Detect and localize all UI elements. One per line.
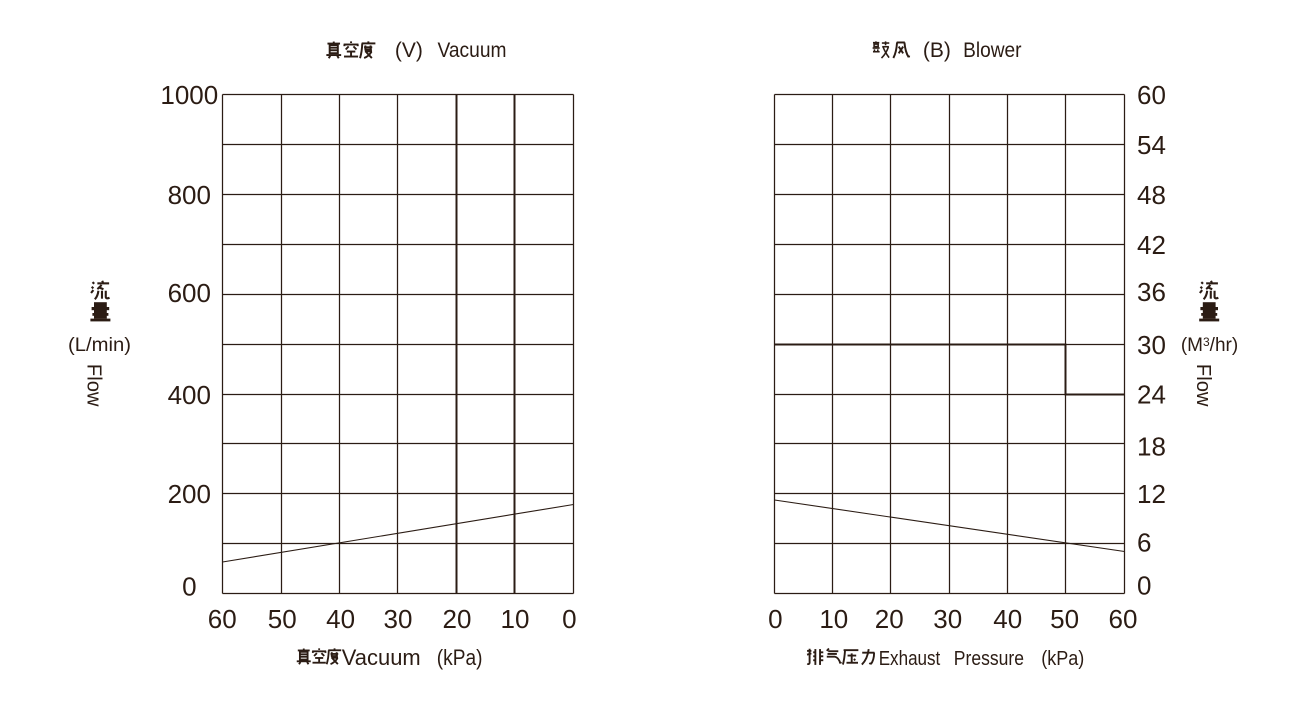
- svg-text:40: 40: [326, 604, 355, 634]
- svg-text:Flow: Flow: [1192, 364, 1214, 407]
- svg-text:60: 60: [1109, 604, 1138, 634]
- svg-text:20: 20: [443, 604, 472, 634]
- svg-text:1000: 1000: [160, 80, 218, 110]
- svg-text:30: 30: [384, 604, 413, 634]
- svg-text:36: 36: [1137, 277, 1166, 307]
- svg-text:400: 400: [168, 380, 211, 410]
- svg-text:Exhaust: Exhaust: [879, 648, 941, 670]
- svg-text:24: 24: [1137, 380, 1166, 410]
- svg-text:54: 54: [1137, 130, 1166, 160]
- svg-text:60: 60: [1137, 80, 1166, 110]
- svg-text:10: 10: [501, 604, 530, 634]
- svg-text:50: 50: [268, 604, 297, 634]
- svg-text:800: 800: [168, 180, 211, 210]
- svg-text:0: 0: [182, 572, 196, 602]
- svg-text:50: 50: [1050, 604, 1079, 634]
- svg-text:12: 12: [1137, 479, 1166, 509]
- svg-text:60: 60: [208, 604, 237, 634]
- svg-text:30: 30: [1137, 330, 1166, 360]
- svg-text:600: 600: [168, 278, 211, 308]
- svg-text:30: 30: [933, 604, 962, 634]
- svg-text:Pressure: Pressure: [954, 648, 1024, 670]
- svg-text:Vacuum: Vacuum: [438, 39, 507, 62]
- svg-text:Blower: Blower: [963, 39, 1021, 62]
- svg-text:10: 10: [819, 604, 848, 634]
- svg-text:42: 42: [1137, 230, 1166, 260]
- svg-text:0: 0: [768, 604, 782, 634]
- svg-text:Flow: Flow: [83, 364, 105, 407]
- svg-text:48: 48: [1137, 180, 1166, 210]
- svg-text:0: 0: [1137, 571, 1151, 601]
- svg-text:40: 40: [993, 604, 1022, 634]
- svg-text:(L/min): (L/min): [68, 335, 131, 356]
- svg-text:6: 6: [1137, 528, 1151, 558]
- svg-text:(M3/hr): (M3/hr): [1181, 335, 1238, 356]
- svg-text:Vacuum: Vacuum: [342, 645, 421, 670]
- svg-text:0: 0: [562, 604, 576, 634]
- svg-text:(B): (B): [923, 39, 951, 62]
- svg-text:18: 18: [1137, 432, 1166, 462]
- svg-text:(kPa): (kPa): [437, 645, 483, 670]
- svg-text:20: 20: [875, 604, 904, 634]
- svg-text:(kPa): (kPa): [1041, 648, 1084, 670]
- svg-text:200: 200: [168, 479, 211, 509]
- svg-text:(V): (V): [395, 39, 423, 62]
